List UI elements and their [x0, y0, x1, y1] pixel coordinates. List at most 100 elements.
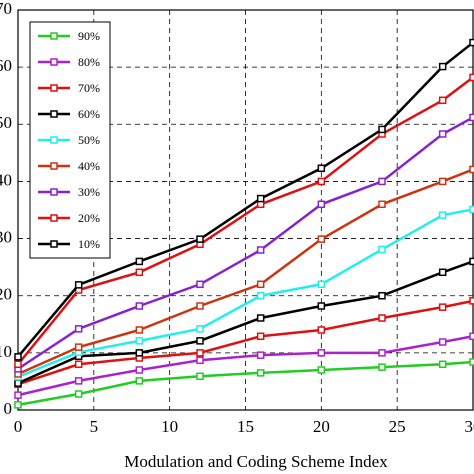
legend-label: 90% [78, 29, 100, 43]
marker [14, 379, 22, 387]
marker [469, 358, 474, 366]
marker [438, 338, 447, 346]
legend-label: 40% [78, 159, 100, 173]
marker [74, 325, 83, 333]
marker [256, 369, 265, 377]
x-tick-label: 15 [237, 417, 254, 436]
marker [135, 326, 144, 334]
marker [74, 360, 83, 369]
marker [256, 314, 265, 322]
marker [378, 314, 386, 322]
x-tick-label: 30 [465, 417, 474, 436]
marker [256, 291, 265, 300]
marker [317, 177, 326, 186]
marker [317, 302, 326, 310]
marker [469, 38, 474, 47]
marker [135, 366, 144, 374]
y-tick-label: 60 [0, 56, 12, 75]
marker [14, 360, 22, 369]
marker [378, 177, 386, 186]
marker [196, 302, 204, 310]
marker [378, 245, 386, 254]
marker [438, 360, 447, 369]
legend-marker [50, 136, 58, 144]
marker [196, 337, 204, 345]
legend-label: 70% [78, 81, 100, 95]
y-tick-label: 10 [0, 342, 12, 361]
marker [469, 113, 474, 122]
marker [469, 257, 474, 266]
legend-marker [50, 32, 58, 40]
y-tick-label: 50 [0, 113, 12, 132]
marker [438, 96, 447, 105]
marker [256, 332, 265, 341]
marker [135, 337, 144, 345]
marker [74, 343, 83, 351]
legend-marker [50, 240, 58, 248]
marker [135, 268, 144, 277]
y-tick-label: 70 [0, 0, 12, 18]
marker [135, 377, 144, 385]
marker [74, 281, 83, 289]
marker [317, 235, 326, 243]
marker [378, 125, 386, 134]
legend-label: 20% [78, 211, 100, 225]
marker [196, 280, 204, 289]
marker [378, 200, 386, 209]
marker [438, 303, 447, 311]
marker [469, 297, 474, 305]
marker [378, 363, 386, 371]
marker [469, 205, 474, 214]
legend-marker [50, 214, 58, 222]
y-tick-label: 30 [0, 227, 12, 246]
marker [14, 401, 22, 409]
marker [14, 353, 22, 361]
legend-label: 80% [78, 55, 100, 69]
x-tick-label: 25 [389, 417, 406, 436]
marker [317, 366, 326, 374]
legend-marker [50, 58, 58, 66]
legend-marker [50, 110, 58, 118]
x-axis-label: Modulation and Coding Scheme Index [124, 452, 388, 471]
marker [438, 130, 447, 138]
marker [378, 349, 386, 357]
legend-label: 50% [78, 133, 100, 147]
marker [317, 326, 326, 334]
marker [378, 291, 386, 300]
marker [196, 325, 204, 333]
legend-marker [50, 162, 58, 170]
marker [256, 351, 265, 359]
y-tick-label: 20 [0, 285, 12, 304]
marker [438, 62, 447, 71]
legend-label: 30% [78, 185, 100, 199]
marker [438, 268, 447, 277]
marker [317, 280, 326, 289]
marker [256, 194, 265, 203]
x-tick-label: 10 [161, 417, 178, 436]
marker [438, 177, 447, 186]
marker [74, 377, 83, 385]
legend-marker [50, 188, 58, 196]
marker [135, 257, 144, 266]
marker [469, 73, 474, 82]
marker [196, 235, 204, 243]
marker [256, 246, 265, 254]
marker [135, 349, 144, 357]
marker [317, 200, 326, 209]
marker [256, 280, 265, 289]
marker [196, 356, 204, 365]
marker [469, 165, 474, 174]
y-tick-label: 40 [0, 170, 12, 189]
marker [196, 372, 204, 381]
x-tick-label: 20 [313, 417, 330, 436]
marker [438, 211, 447, 219]
marker [317, 349, 326, 357]
legend-marker [50, 84, 58, 92]
marker [469, 332, 474, 341]
x-tick-label: 5 [90, 417, 99, 436]
marker [14, 391, 22, 399]
legend-label: 10% [78, 237, 100, 251]
legend-label: 60% [78, 107, 100, 121]
x-tick-label: 0 [14, 417, 23, 436]
